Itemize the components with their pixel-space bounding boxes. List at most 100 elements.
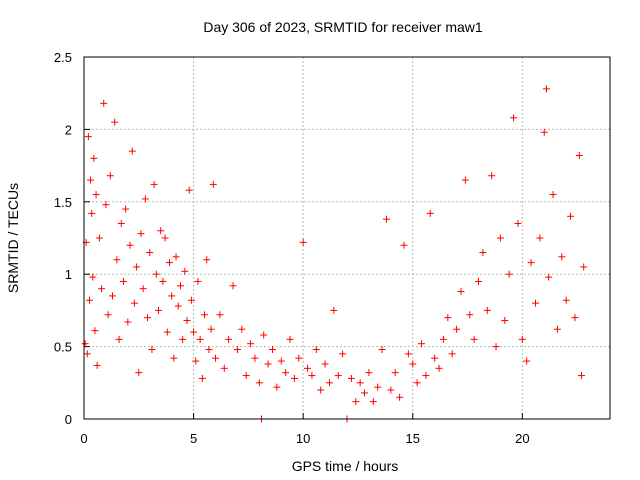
data-point: [268, 345, 276, 353]
data-point: [562, 296, 570, 304]
data-point: [457, 288, 465, 296]
data-point: [174, 302, 182, 310]
data-point: [510, 114, 518, 122]
data-point: [558, 253, 566, 261]
data-point: [461, 176, 469, 184]
y-tick-label: 1: [65, 267, 72, 282]
data-point: [571, 314, 579, 322]
data-point: [580, 263, 588, 271]
data-point: [435, 364, 443, 372]
data-point: [286, 335, 294, 343]
data-point: [578, 372, 586, 380]
data-point: [439, 335, 447, 343]
data-point: [317, 386, 325, 394]
y-tick-label: 0.5: [54, 340, 72, 355]
data-point: [90, 154, 98, 162]
data-point: [146, 248, 154, 256]
y-axis-label: SRMTID / TECUs: [5, 183, 21, 293]
data-point: [170, 354, 178, 362]
data-point: [128, 147, 136, 155]
y-tick-label: 0: [65, 412, 72, 427]
data-point: [282, 369, 290, 377]
data-point: [104, 311, 112, 319]
data-point: [212, 354, 219, 362]
data-point: [183, 317, 191, 325]
data-point: [255, 379, 263, 387]
data-point: [365, 369, 373, 377]
data-point: [187, 296, 195, 304]
data-point: [161, 234, 169, 242]
data-point: [260, 331, 268, 339]
data-point: [106, 172, 114, 180]
data-point: [233, 345, 241, 353]
data-point: [100, 99, 108, 107]
data-point: [448, 350, 456, 358]
data-point: [141, 195, 149, 203]
data-point: [165, 259, 173, 267]
data-point: [185, 186, 193, 194]
data-point: [172, 253, 180, 261]
data-point: [496, 234, 504, 242]
data-point: [277, 357, 285, 365]
data-point: [396, 393, 404, 401]
data-point: [207, 325, 215, 333]
data-point: [492, 343, 500, 351]
chart-title: Day 306 of 2023, SRMTID for receiver maw…: [203, 19, 483, 35]
data-point: [308, 372, 316, 380]
data-point: [531, 299, 539, 307]
data-point: [83, 350, 91, 358]
data-point: [194, 277, 202, 285]
data-point: [334, 372, 342, 380]
data-point: [135, 369, 143, 377]
data-point: [567, 212, 575, 220]
data-point: [321, 360, 329, 368]
data-point: [352, 398, 360, 406]
data-point: [361, 389, 369, 397]
data-point: [209, 180, 217, 188]
data-point: [137, 230, 145, 238]
y-tick-label: 1.5: [54, 195, 72, 210]
data-point: [102, 201, 110, 209]
data-point: [225, 335, 233, 343]
data-point: [216, 311, 224, 319]
data-point: [93, 361, 101, 369]
data-point: [111, 118, 119, 126]
data-point: [144, 314, 152, 322]
data-point: [374, 383, 382, 391]
data-point: [501, 317, 509, 325]
data-point: [84, 133, 92, 141]
data-point: [242, 372, 250, 380]
data-point: [431, 354, 439, 362]
data-point: [81, 340, 89, 348]
data-point: [488, 172, 496, 180]
data-point: [575, 151, 583, 159]
data-point: [85, 296, 93, 304]
data-point: [347, 374, 355, 382]
x-axis-label: GPS time / hours: [292, 458, 399, 474]
data-point: [273, 383, 281, 391]
data-point: [339, 350, 347, 358]
data-point: [523, 357, 531, 365]
data-point: [119, 277, 127, 285]
data-point: [404, 350, 412, 358]
data-point: [192, 357, 200, 365]
data-point: [545, 273, 553, 281]
data-point: [418, 340, 426, 348]
data-point: [115, 335, 123, 343]
data-point: [540, 128, 548, 136]
plot-frame: [83, 56, 611, 420]
data-point: [198, 374, 206, 382]
x-tick-label: 10: [296, 431, 310, 446]
data-point: [205, 345, 213, 353]
data-point: [325, 379, 333, 387]
grid-layer: [84, 57, 610, 419]
x-tick-label: 15: [406, 431, 420, 446]
data-point: [295, 354, 303, 362]
point-layer: [81, 85, 588, 423]
data-point: [95, 234, 103, 242]
data-point: [155, 306, 163, 314]
data-point: [382, 215, 390, 223]
data-point: [168, 292, 176, 300]
